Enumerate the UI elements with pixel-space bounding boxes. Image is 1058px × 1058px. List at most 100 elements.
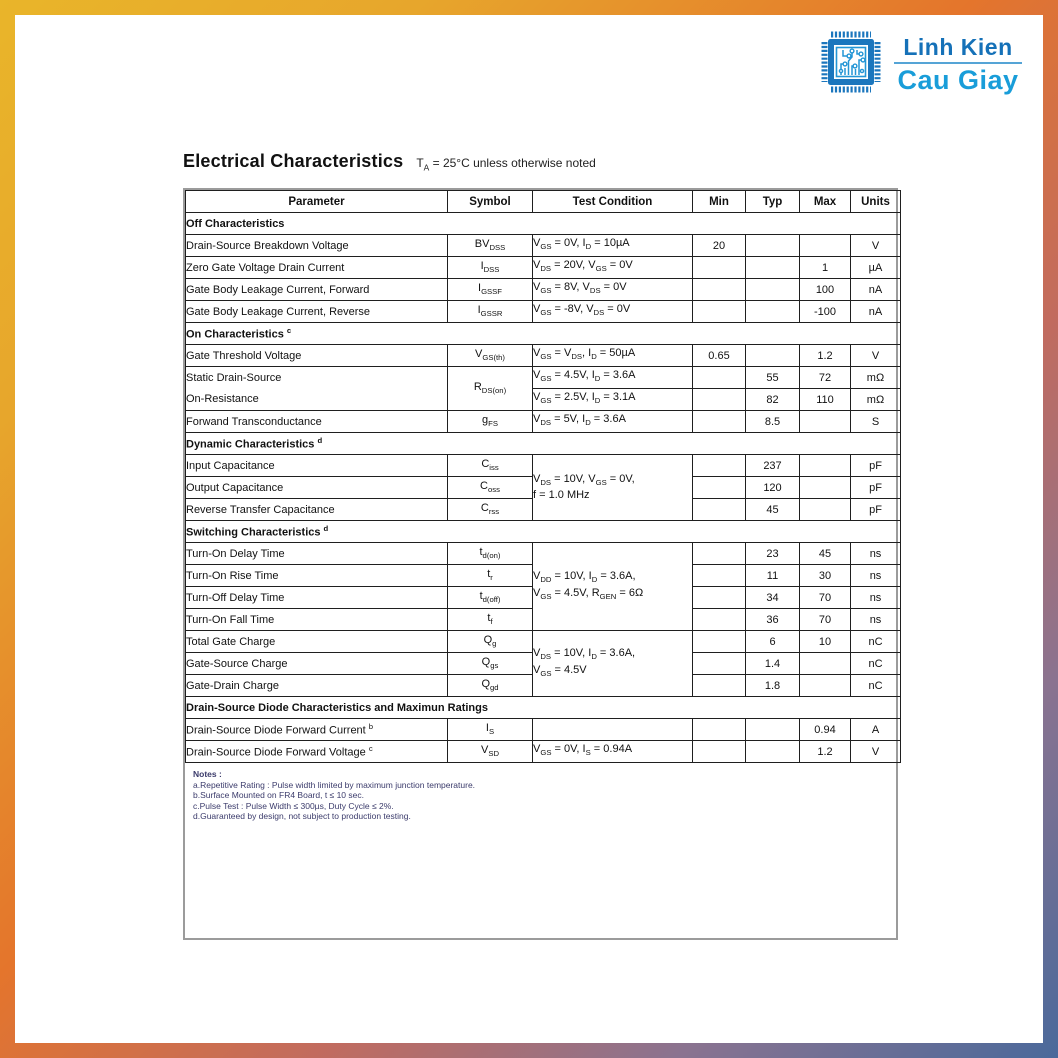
- column-header: Symbol: [447, 190, 533, 213]
- cell-cond: VGS = 8V, VDS = 0V: [532, 278, 693, 301]
- section-label: Drain-Source Diode Characteristics and M…: [185, 696, 901, 719]
- cell-param: Total Gate Charge: [185, 630, 448, 653]
- notes-heading: Notes :: [193, 769, 222, 779]
- column-header: Max: [799, 190, 851, 213]
- table-row: Gate Body Leakage Current, Forward IGSSF V…: [185, 278, 901, 301]
- cell-units: ns: [850, 608, 901, 631]
- brand-logo: Linh Kien Cau Giay: [821, 31, 1022, 98]
- table-row: Forwand Transconductance gFS VDS = 5V, ID …: [185, 410, 901, 433]
- note-line: c.Pulse Test : Pulse Width ≤ 300µs, Duty…: [193, 800, 394, 811]
- table-row: Input Capacitance Ciss VDS = 10V, VGS = 0V…: [185, 454, 901, 521]
- cell-max: 70: [799, 608, 851, 631]
- table-row: VGS = 2.5V, ID = 3.1A 82 110 mΩ: [186, 388, 901, 411]
- cell-param: Turn-Off Delay Time: [185, 586, 448, 609]
- cell-symbol: Crss: [447, 498, 533, 521]
- cell-param: Gate-Drain Charge: [185, 674, 448, 697]
- notes-block: Notes : a.Repetitive Rating : Pulse widt…: [193, 769, 896, 822]
- cell-typ: 55: [745, 366, 800, 389]
- cell-param: Gate Threshold Voltage: [185, 344, 448, 367]
- table-body: Off Characteristics Drain-Source Breakdow…: [185, 212, 901, 763]
- cell-max: [799, 652, 851, 675]
- section-label: Switching Characteristics d: [185, 520, 901, 543]
- cell-typ: [745, 740, 800, 763]
- cell-min: [692, 278, 746, 301]
- cell-typ: 8.5: [745, 410, 800, 433]
- column-header: Min: [692, 190, 746, 213]
- cell-typ: [745, 234, 800, 257]
- cell-units: V: [850, 234, 901, 257]
- section-label: Off Characteristics: [185, 212, 901, 235]
- cell-param: Drain-Source Diode Forward Current b: [185, 718, 448, 741]
- cell-max: 0.94: [799, 718, 851, 741]
- cell-max: 1.2: [799, 344, 851, 367]
- cell-typ: 1.4: [745, 652, 800, 675]
- cell-max: 100: [799, 278, 851, 301]
- cell-typ: 34: [745, 586, 800, 609]
- table-row: Static Drain-Source On-Resistance RDS(on) V…: [185, 366, 901, 411]
- cell-min: [692, 256, 746, 279]
- microchip-icon: [821, 31, 881, 98]
- cell-units: nA: [850, 300, 901, 323]
- cell-min: 20: [692, 234, 746, 257]
- table-row: Drain-Source Breakdown Voltage BVDSS VGS =…: [185, 234, 901, 257]
- cell-units: S: [850, 410, 901, 433]
- cell-units: pF: [850, 454, 901, 477]
- section-row: On Characteristics c: [185, 322, 901, 345]
- cell-cond: VGS = -8V, VDS = 0V: [532, 300, 693, 323]
- cell-symbol: IDSS: [447, 256, 533, 279]
- cell-max: 30: [799, 564, 851, 587]
- cell-min: [692, 674, 746, 697]
- cell-units: ns: [850, 542, 901, 565]
- cell-typ: 237: [745, 454, 800, 477]
- cell-param: Gate Body Leakage Current, Forward: [185, 278, 448, 301]
- cell-units: pF: [850, 498, 901, 521]
- cell-symbol: Coss: [447, 476, 533, 499]
- cell-symbol: Qgs: [447, 652, 533, 675]
- cell-cond: VDS = 20V, VGS = 0V: [532, 256, 693, 279]
- cell-param: Output Capacitance: [185, 476, 448, 499]
- cell-max: 45: [799, 542, 851, 565]
- cell-min: [692, 498, 746, 521]
- cell-typ: [745, 718, 800, 741]
- cell-max: 70: [799, 586, 851, 609]
- cell-units: ns: [850, 564, 901, 587]
- cell-typ: 82: [745, 388, 800, 411]
- section-row: Drain-Source Diode Characteristics and M…: [185, 696, 901, 719]
- brand-text: Linh Kien Cau Giay: [894, 34, 1022, 95]
- cell-cond: VDD = 10V, ID = 3.6A, VGS = 4.5V, RGEN = …: [532, 542, 693, 631]
- cell-symbol: Ciss: [447, 454, 533, 477]
- cell-symbol: RDS(on): [447, 366, 533, 411]
- cell-units: nC: [850, 652, 901, 675]
- page-subtitle: TA = 25°C unless otherwise noted: [416, 156, 596, 173]
- cell-param: Drain-Source Diode Forward Voltage c: [185, 740, 448, 763]
- cell-param: Turn-On Rise Time: [185, 564, 448, 587]
- cell-units: ns: [850, 586, 901, 609]
- cell-param: Gate-Source Charge: [185, 652, 448, 675]
- cell-cond: VGS = 0V, ID = 10µA: [532, 234, 693, 257]
- cell-units: µA: [850, 256, 901, 279]
- cell-min: [692, 740, 746, 763]
- cell-cond: VGS = 2.5V, ID = 3.1A: [532, 388, 693, 411]
- cell-param: Turn-On Fall Time: [185, 608, 448, 631]
- cell-param: Input Capacitance: [185, 454, 448, 477]
- table-row: Total Gate Charge Qg VDS = 10V, ID = 3.6A,…: [185, 630, 901, 697]
- section-label: Dynamic Characteristics d: [185, 432, 901, 455]
- table-row: Drain-Source Diode Forward Current b IS 0.…: [185, 718, 901, 741]
- cell-typ: 6: [745, 630, 800, 653]
- cell-symbol: BVDSS: [447, 234, 533, 257]
- cell-max: [799, 454, 851, 477]
- section-row: Off Characteristics: [185, 212, 901, 235]
- cell-units: mΩ: [850, 366, 901, 389]
- cell-cond: VGS = 4.5V, ID = 3.6A: [532, 366, 693, 389]
- cell-param: Gate Body Leakage Current, Reverse: [185, 300, 448, 323]
- cell-symbol: Qg: [447, 630, 533, 653]
- cell-symbol: VGS(th): [447, 344, 533, 367]
- brand-line2: Cau Giay: [897, 65, 1019, 95]
- table-row: Zero Gate Voltage Drain Current IDSS VDS =…: [185, 256, 901, 279]
- cell-min: [692, 630, 746, 653]
- cell-symbol: Qgd: [447, 674, 533, 697]
- cell-typ: [745, 300, 800, 323]
- table-row: Gate Threshold Voltage VGS(th) VGS = VDS, …: [185, 344, 901, 367]
- cell-min: [692, 652, 746, 675]
- cell-max: -100: [799, 300, 851, 323]
